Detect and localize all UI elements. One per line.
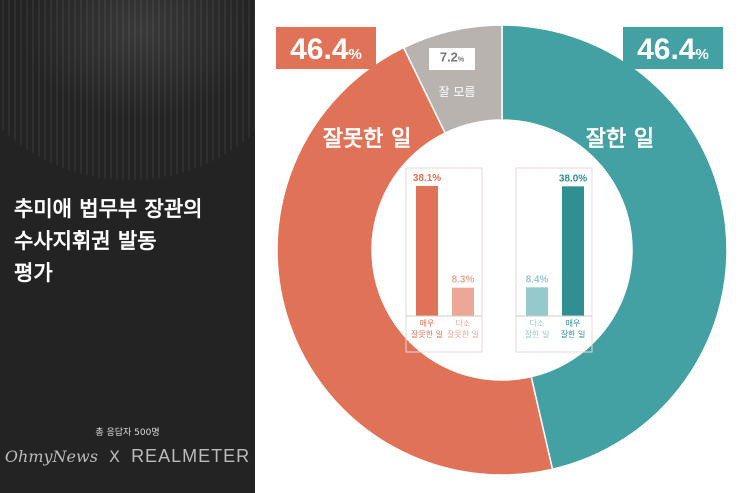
- good-breakdown-cat-label-1-b: 잘한 일: [561, 330, 586, 339]
- bad-breakdown-frame: [405, 167, 483, 353]
- left-panel: 추미애 법무부 장관의 수사지휘권 발동 평가 총 응답자 500명 OhmyN…: [0, 0, 255, 493]
- bad-breakdown-cat-label-1-b: 잘못한 일: [447, 330, 479, 339]
- bad-breakdown-bar-label-1: 8.3%: [452, 275, 475, 286]
- good-breakdown-bar-0: [526, 287, 548, 316]
- good-breakdown-cat-label-0-b: 잘한 일: [525, 330, 550, 339]
- pie-category-label-0: 잘한 일: [586, 127, 654, 152]
- good-breakdown-bar-label-0: 8.4%: [526, 274, 549, 285]
- value-label-good: 46.4%: [637, 33, 709, 66]
- pie-category-label-2: 잘 모름: [439, 85, 476, 99]
- value-label-good-box: [623, 27, 723, 69]
- realmeter-logo: REALMETER: [131, 446, 251, 466]
- good-breakdown-bar-label-1: 38.0%: [559, 173, 587, 184]
- good-breakdown-bar-1: [562, 186, 584, 316]
- bad-breakdown-cat-label-1-a: 다소: [456, 319, 471, 328]
- good-breakdown-frame: [515, 167, 593, 353]
- background-glow: [20, 0, 255, 120]
- good-breakdown-cat-label-1-a: 매우: [566, 319, 581, 328]
- pie-slice-2: [402, 24, 503, 135]
- bad-breakdown-bar-0: [416, 186, 438, 316]
- background-texture: [0, 0, 255, 180]
- bad-breakdown-bar-1: [452, 287, 474, 316]
- logo-separator: X: [109, 447, 120, 466]
- bad-breakdown-cat-label-0-b: 잘못한 일: [411, 330, 443, 339]
- value-label-unsure: 7.2%: [440, 50, 465, 65]
- value-label-unsure-box: [429, 48, 475, 70]
- value-label-bad-box: [276, 27, 376, 69]
- pie-slice-0: [501, 24, 728, 471]
- bad-breakdown-bar-label-0: 38.1%: [413, 173, 441, 184]
- pie-category-label-1: 잘못한 일: [323, 127, 412, 152]
- headline-line-3: 평가: [14, 261, 53, 285]
- logos: OhmyNews X REALMETER: [0, 446, 255, 467]
- ohmynews-logo: OhmyNews: [4, 447, 98, 466]
- headline: 추미애 법무부 장관의 수사지휘권 발동 평가: [14, 193, 203, 289]
- headline-line-2: 수사지휘권 발동: [14, 229, 157, 253]
- respondents-note: 총 응답자 500명: [95, 428, 160, 438]
- bad-breakdown-cat-label-0-a: 매우: [420, 319, 435, 328]
- headline-line-1: 추미애 법무부 장관의: [14, 197, 203, 221]
- good-breakdown-cat-label-0-a: 다소: [530, 319, 545, 328]
- value-label-bad: 46.4%: [290, 33, 362, 66]
